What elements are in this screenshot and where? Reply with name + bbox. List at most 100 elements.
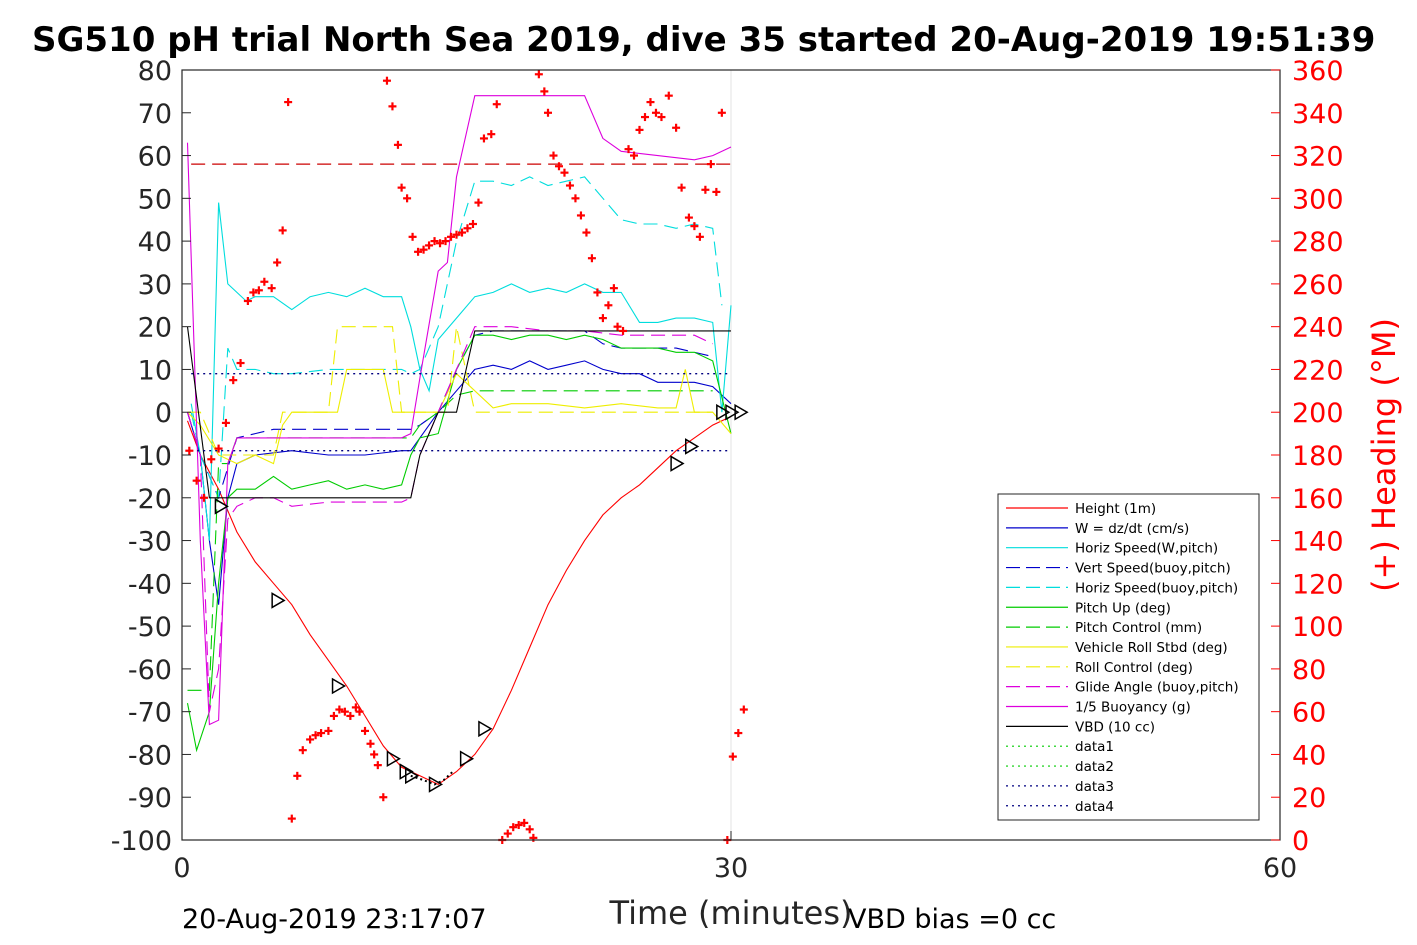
heading-point [403,194,412,203]
heading-point [706,160,715,169]
heading-point [624,145,633,154]
legend-label: Horiz Speed(buoy,pitch) [1075,580,1238,596]
heading-point [329,711,338,720]
heading-point [571,194,580,203]
right-tick-label: 260 [1292,270,1344,301]
heading-point [199,493,208,502]
right-tick-label: 280 [1292,227,1344,258]
heading-point [487,130,496,139]
chart-title: SG510 pH trial North Sea 2019, dive 35 s… [32,20,1375,60]
legend-label: Vert Speed(buoy,pitch) [1075,561,1231,577]
series-line-11 [186,326,731,499]
heading-point [598,314,607,323]
heading-point [544,108,552,117]
heading-point [630,151,639,160]
y-tick-label: -80 [128,740,172,771]
depth-triangle-marker [405,767,420,785]
right-tick-label: 360 [1292,56,1344,87]
heading-point [503,829,512,838]
heading-point [520,818,529,827]
depth-triangle-marker [725,403,740,421]
y-tick-label: -20 [128,484,172,515]
heading-point [214,444,223,453]
heading-point [657,113,666,122]
heading-point [593,288,602,297]
heading-point [717,108,726,117]
depth-triangle-marker [459,750,475,768]
y-tick-label: -50 [128,612,172,643]
heading-point [278,226,287,235]
heading-point [355,707,364,716]
heading-point [609,284,618,293]
heading-point [587,254,596,263]
heading-point [351,703,360,712]
right-tick-label: 200 [1292,398,1344,429]
x-axis: 0 30 60 [173,831,1297,884]
heading-point [695,232,704,241]
y-tick-label: -70 [128,698,172,729]
heading-point [565,181,574,190]
y-tick-label: -60 [128,655,172,686]
heading-point [651,108,660,117]
right-tick-label: 220 [1292,355,1344,386]
depth-triangle-marker [428,776,444,793]
legend: Height (1m) W = dz/dt (cm/s) Horiz Speed(W… [997,493,1260,821]
series-line-9 [186,326,713,712]
heading-point [604,301,613,310]
right-tick-label: 160 [1292,484,1344,515]
heading-point [408,232,417,241]
y-tick-label: 60 [138,142,172,173]
heading-point [672,123,681,132]
x-axis-label: Time (minutes) [609,894,853,932]
heading-point [479,134,488,143]
heading-point [425,241,434,250]
right-tick-label: 0 [1292,826,1309,857]
footer-timestamp: 20-Aug-2019 23:17:07 [182,904,487,935]
right-tick-label: 300 [1292,184,1344,215]
heading-point [366,739,375,748]
heading-point [739,705,748,714]
legend-label: Height (1m) [1075,501,1156,517]
right-tick-label: 140 [1292,527,1344,558]
heading-point [576,211,585,220]
heading-point [317,729,326,738]
y-tick-label: 40 [138,227,172,258]
heading-point [509,823,518,832]
right-tick-label: 240 [1292,313,1344,344]
heading-point [379,793,388,802]
heading-point [207,455,216,464]
right-tick-label: 320 [1292,142,1344,173]
bottom-dotted-trace [410,770,454,786]
heading-point [382,76,391,85]
heading-point [619,326,628,335]
heading-point [457,228,466,237]
heading-point [236,359,245,368]
heading-point [560,168,569,177]
right-tick-label: 100 [1292,612,1344,643]
heading-point [260,277,269,286]
series-layer [186,95,732,786]
heading-point [185,446,194,455]
heading-point [664,91,673,100]
left-axis: 80 70 60 50 40 30 20 10 0 -10 -20 -30 -40 -50 -60 -70 -8… [111,56,191,857]
heading-point [474,198,483,207]
right-tick-label: 340 [1292,99,1344,130]
x-tick-label: 30 [714,853,748,884]
heading-point [388,102,397,111]
right-tick-label: 20 [1292,783,1326,814]
heading-point [335,705,344,714]
y-tick-label: -40 [128,569,172,600]
legend-label: 1/5 Buoyancy (g) [1075,700,1191,716]
series-line-2 [190,202,732,541]
series-line-0 [186,416,732,786]
heading-point [298,746,307,755]
legend-label: VBD (10 cc) [1075,719,1155,735]
heading-point [549,151,558,160]
heading-point [229,376,238,385]
y-tick-label: 50 [138,184,172,215]
heading-point [340,707,349,716]
heading-point [273,258,282,267]
y-tick-label: 0 [155,398,172,429]
legend-label: Pitch Control (mm) [1075,620,1202,636]
series-line-1 [186,360,732,605]
